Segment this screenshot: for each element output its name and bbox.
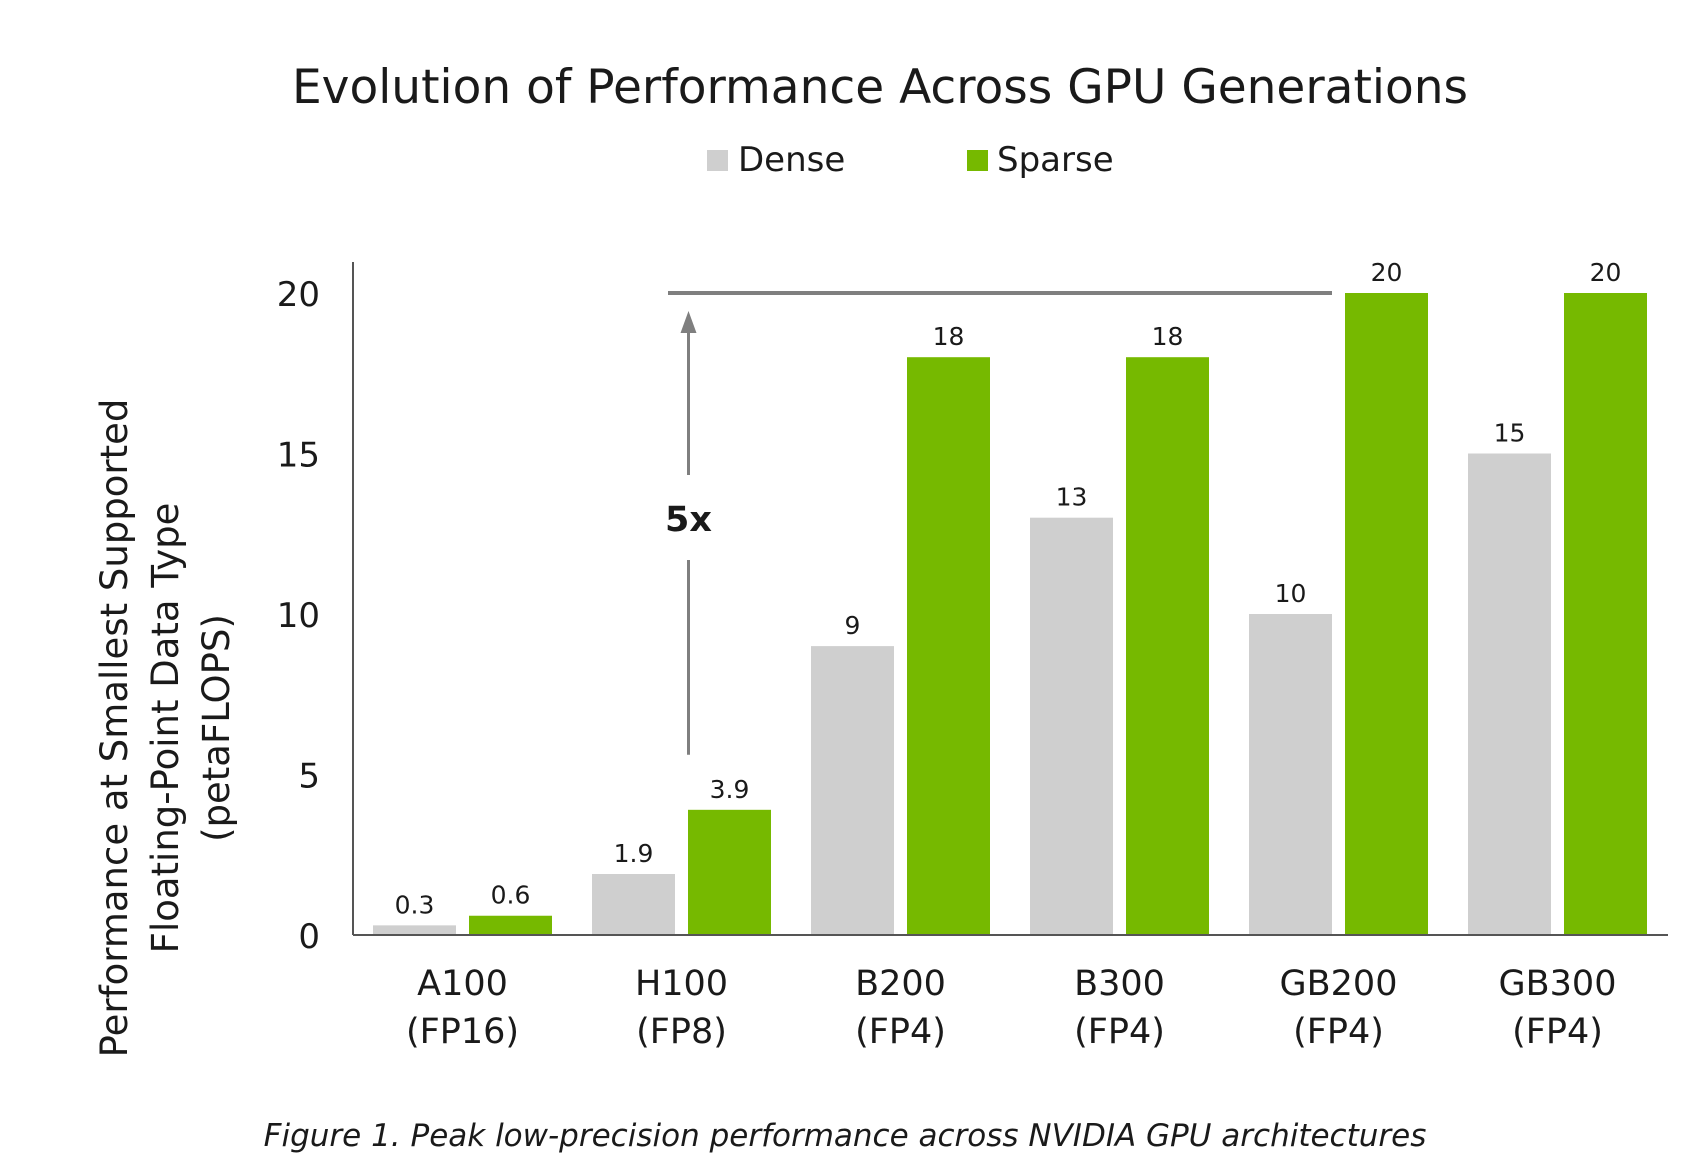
x-tick-label-precision: (FP4) — [1074, 1012, 1165, 1052]
x-tick-label-name: B200 — [855, 964, 946, 1004]
x-tick-label-name: GB300 — [1499, 964, 1617, 1004]
legend-swatch-sparse — [967, 150, 988, 171]
value-label-dense: 10 — [1275, 579, 1307, 608]
bar-sparse — [1126, 357, 1209, 935]
annotation-label: 5x — [665, 500, 712, 540]
x-tick-label-name: B300 — [1074, 964, 1165, 1004]
bar-sparse — [688, 809, 771, 935]
bar-sparse — [1345, 293, 1428, 935]
x-tick-label-precision: (FP8) — [636, 1012, 727, 1052]
value-label-sparse: 18 — [1152, 322, 1184, 351]
bar-dense — [1030, 517, 1113, 935]
y-tick-label: 15 — [277, 436, 320, 476]
y-tick-label: 0 — [298, 917, 320, 957]
x-tick-label-precision: (FP4) — [1512, 1012, 1603, 1052]
x-tick-label-name: H100 — [635, 964, 728, 1004]
x-axis-labels: A100 (FP16) H100 (FP8) B200 (FP4) B300 (FP4) GB2… — [406, 964, 1617, 1052]
x-tick-label-name: A100 — [417, 964, 508, 1004]
bar-dense — [373, 925, 456, 935]
bar-dense — [592, 874, 675, 935]
y-axis-ticks: 0 5 10 15 20 — [277, 275, 320, 957]
legend-label-dense: Dense — [738, 140, 845, 180]
bar-dense — [1249, 614, 1332, 935]
figure-caption: Figure 1. Peak low-precision performance… — [263, 1118, 1427, 1154]
y-axis-title-line-3: (petaFLOPS) — [195, 614, 238, 842]
bars — [373, 293, 1647, 935]
x-tick-label-precision: (FP16) — [406, 1012, 519, 1052]
legend-label-sparse: Sparse — [997, 140, 1114, 180]
value-label-dense: 13 — [1056, 483, 1088, 512]
value-label-dense: 0.3 — [395, 890, 435, 919]
legend-swatch-dense — [707, 150, 728, 171]
y-tick-label: 20 — [277, 275, 320, 315]
legend: Dense Sparse — [707, 140, 1114, 180]
y-tick-label: 10 — [277, 596, 320, 636]
value-labels: 0.3 0.6 1.9 3.9 9 18 13 18 10 20 15 20 — [395, 258, 1622, 919]
x-tick-label-precision: (FP4) — [1293, 1012, 1384, 1052]
chart-title: Evolution of Performance Across GPU Gene… — [292, 60, 1468, 115]
y-tick-label: 5 — [298, 757, 320, 797]
value-label-dense: 15 — [1494, 419, 1526, 448]
value-label-sparse: 0.6 — [491, 881, 531, 910]
bar-sparse — [469, 915, 552, 935]
annotation-5x: 5x — [665, 291, 1332, 755]
value-label-sparse: 20 — [1371, 258, 1403, 287]
x-tick-label-precision: (FP4) — [855, 1012, 946, 1052]
value-label-sparse: 3.9 — [710, 775, 750, 804]
value-label-sparse: 20 — [1590, 258, 1622, 287]
bar-dense — [811, 646, 894, 935]
annotation-arrow-head — [680, 311, 697, 333]
bar-sparse — [1564, 293, 1647, 935]
y-axis-title: Performance at Smallest Supported Floati… — [93, 399, 238, 1058]
bar-sparse — [907, 357, 990, 935]
value-label-dense: 9 — [845, 611, 861, 640]
bar-dense — [1468, 453, 1551, 935]
x-tick-label-name: GB200 — [1280, 964, 1398, 1004]
y-axis-title-line-2: Floating-Point Data Type — [144, 503, 187, 954]
y-axis-title-line-1: Performance at Smallest Supported — [93, 399, 136, 1058]
value-label-sparse: 18 — [933, 322, 965, 351]
value-label-dense: 1.9 — [614, 839, 654, 868]
